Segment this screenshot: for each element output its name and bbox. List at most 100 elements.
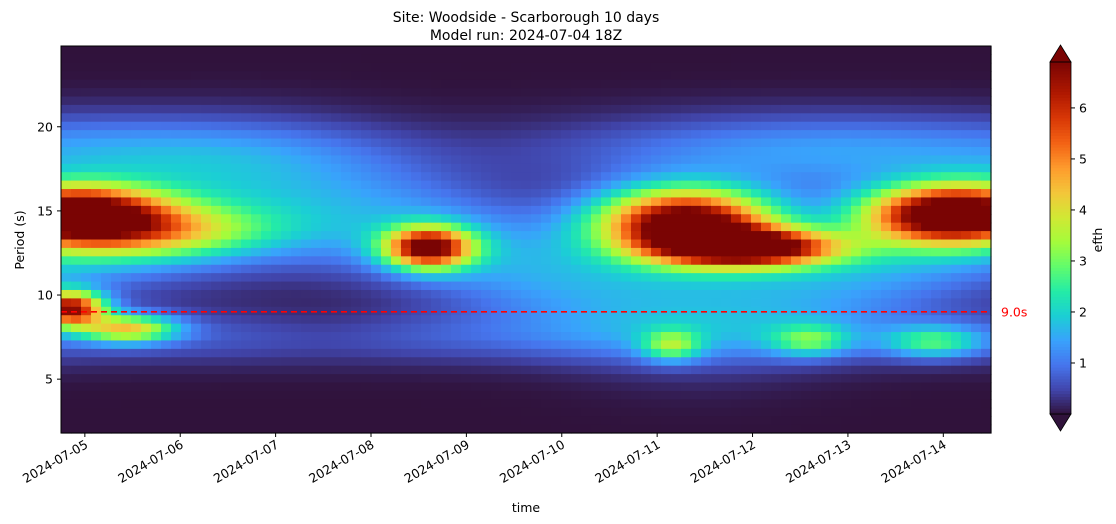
heatmap-cell (281, 46, 292, 56)
heatmap-cell (781, 264, 792, 274)
heatmap-cell (431, 88, 442, 98)
heatmap-cell (831, 390, 842, 400)
heatmap-cell (891, 323, 902, 333)
heatmap-cell (921, 231, 932, 241)
heatmap-cell (561, 298, 572, 308)
heatmap-cell (931, 96, 942, 106)
heatmap-cell (671, 205, 682, 215)
heatmap-cell (581, 416, 592, 426)
heatmap-cell (691, 289, 702, 299)
heatmap-cell (221, 399, 232, 409)
heatmap-cell (561, 382, 572, 392)
heatmap-cell (551, 104, 562, 114)
heatmap-cell (231, 399, 242, 409)
heatmap-cell (971, 357, 982, 367)
heatmap-cell (631, 197, 642, 207)
heatmap-cell (441, 323, 452, 333)
heatmap-cell (81, 231, 92, 241)
heatmap-cell (291, 281, 302, 291)
heatmap-cell (491, 231, 502, 241)
heatmap-cell (821, 298, 832, 308)
heatmap-cell (61, 315, 72, 325)
heatmap-cell (301, 424, 312, 434)
heatmap-cell (291, 189, 302, 199)
heatmap-cell (241, 407, 252, 417)
heatmap-cell (771, 205, 782, 215)
heatmap-cell (151, 71, 162, 81)
heatmap-cell (311, 180, 322, 190)
heatmap-cell (341, 172, 352, 182)
heatmap-cell (531, 399, 542, 409)
heatmap-cell (501, 365, 512, 375)
heatmap-cell (921, 239, 932, 249)
heatmap-cell (681, 205, 692, 215)
heatmap-cell (381, 96, 392, 106)
heatmap-cell (771, 365, 782, 375)
heatmap-cell (271, 247, 282, 257)
heatmap-cell (501, 146, 512, 156)
heatmap-cell (341, 357, 352, 367)
heatmap-cell (761, 163, 772, 173)
heatmap-cell (851, 424, 862, 434)
heatmap-cell (251, 365, 262, 375)
heatmap-cell (891, 138, 902, 148)
heatmap-cell (801, 180, 812, 190)
heatmap-cell (281, 130, 292, 140)
heatmap-cell (911, 163, 922, 173)
heatmap-cell (881, 104, 892, 114)
heatmap-cell (971, 138, 982, 148)
heatmap-cell (221, 46, 232, 56)
heatmap-cell (161, 247, 172, 257)
heatmap-cell (981, 46, 992, 56)
heatmap-cell (471, 54, 482, 64)
heatmap-cell (351, 146, 362, 156)
heatmap-cell (121, 197, 132, 207)
heatmap-cell (781, 332, 792, 342)
heatmap-cell (91, 189, 102, 199)
heatmap-cell (301, 348, 312, 358)
heatmap-cell (411, 374, 422, 384)
heatmap-cell (731, 332, 742, 342)
heatmap-cell (691, 256, 702, 266)
colorbar-segment (1050, 405, 1071, 409)
heatmap-cell (951, 273, 962, 283)
heatmap-cell (71, 62, 82, 72)
heatmap-cell (821, 79, 832, 89)
heatmap-cell (871, 348, 882, 358)
heatmap-cell (891, 256, 902, 266)
heatmap-cell (791, 416, 802, 426)
heatmap-cell (641, 281, 652, 291)
heatmap-cell (341, 273, 352, 283)
heatmap-cell (371, 231, 382, 241)
heatmap-cell (301, 399, 312, 409)
heatmap-cell (461, 172, 472, 182)
heatmap-cell (401, 348, 412, 358)
heatmap-cell (461, 264, 472, 274)
heatmap-cell (401, 121, 412, 131)
heatmap-cell (701, 340, 712, 350)
heatmap-cell (521, 264, 532, 274)
heatmap-cell (81, 281, 92, 291)
heatmap-cell (591, 424, 602, 434)
heatmap-cell (161, 382, 172, 392)
heatmap-cell (721, 231, 732, 241)
heatmap-cell (521, 155, 532, 165)
heatmap-cell (551, 46, 562, 56)
heatmap-cell (531, 96, 542, 106)
heatmap-cell (681, 121, 692, 131)
heatmap-cell (301, 79, 312, 89)
heatmap-cell (131, 256, 142, 266)
heatmap-cell (541, 197, 552, 207)
heatmap-cell (491, 79, 502, 89)
heatmap-cell (901, 46, 912, 56)
heatmap-cell (601, 315, 612, 325)
heatmap-cell (561, 332, 572, 342)
heatmap-cell (671, 273, 682, 283)
heatmap-cell (181, 71, 192, 81)
heatmap-cell (601, 46, 612, 56)
heatmap-cell (601, 424, 612, 434)
heatmap-cell (551, 231, 562, 241)
heatmap-cell (701, 104, 712, 114)
heatmap-cell (281, 264, 292, 274)
heatmap-cell (71, 365, 82, 375)
